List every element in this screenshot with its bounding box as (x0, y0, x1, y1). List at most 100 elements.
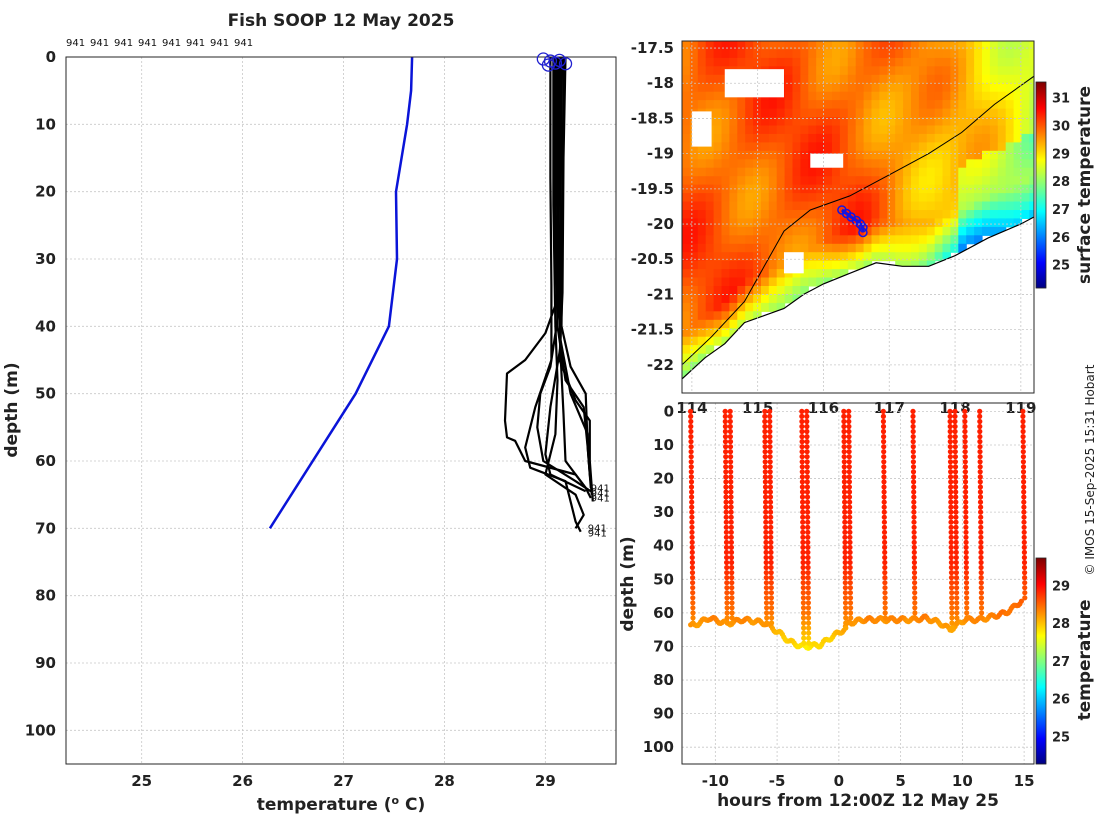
map-sst-cell (792, 235, 801, 245)
map-sst-cell (761, 117, 770, 126)
map-sst-cell (832, 243, 841, 253)
section-colorbar-swatch (1036, 608, 1046, 610)
map-sst-cell (1029, 159, 1034, 169)
map-sst-cell (705, 218, 715, 228)
section-colorbar-swatch (1036, 597, 1046, 599)
section-colorbar-swatch (1036, 760, 1046, 762)
map-sst-cell (895, 83, 904, 93)
section-cast-point (722, 428, 729, 435)
map-sst-cell (824, 100, 833, 110)
section-cast-point (963, 544, 969, 551)
section-cast-point (963, 534, 969, 540)
map-sst-cell (926, 235, 936, 245)
map-sst-cell (729, 286, 738, 295)
map-colorbar-swatch (1036, 221, 1046, 223)
map-sst-cell (768, 108, 778, 118)
map-sst-cell (682, 49, 691, 59)
map-colorbar-swatch (1036, 276, 1046, 278)
map-sst-cell (942, 142, 951, 152)
section-cast-point (728, 549, 735, 556)
map-grid (682, 41, 1034, 393)
section-cast-point (1021, 529, 1027, 535)
map-sst-cell (682, 167, 691, 177)
section-cast-point (880, 428, 887, 435)
section-cast-point (767, 464, 773, 470)
map-sst-cell (871, 125, 880, 135)
map-sst-cell (705, 41, 715, 50)
map-sst-cell (926, 108, 936, 118)
section-cast-point (805, 524, 811, 530)
map-sst-cell (966, 83, 975, 93)
section-cast-point (727, 418, 733, 425)
map-sst-cell (1005, 49, 1015, 59)
map-sst-cell (903, 193, 912, 203)
map-sst-cell (768, 218, 778, 228)
section-colorbar-swatch (1036, 682, 1046, 684)
map-sst-cell (729, 150, 738, 160)
map-sst-cell (745, 218, 754, 228)
map-sst-cell (745, 150, 754, 160)
map-sst-cell (903, 235, 912, 245)
map-sst-cell (792, 57, 801, 67)
map-colorbar-swatch (1036, 227, 1046, 229)
map-sst-cell (887, 49, 896, 59)
section-colorbar-swatch (1036, 696, 1046, 698)
section-cast-point (1021, 544, 1027, 551)
profile-top-labels: 941 941 941 941 941 941 941 941 (66, 38, 253, 49)
map-sst-cell (879, 41, 888, 50)
section-cast-point (690, 590, 696, 596)
map-sst-cell (934, 226, 944, 236)
section-cast-point (880, 408, 886, 414)
map-track-point (858, 227, 868, 238)
section-cast-point (1020, 449, 1026, 455)
map-sst-cell (816, 260, 825, 270)
section-colorbar-swatch (1036, 717, 1046, 719)
map-colorbar-swatch (1036, 174, 1046, 176)
section-cast-point (722, 408, 728, 414)
section-cast-point (723, 524, 729, 530)
map-sst-cell (879, 49, 888, 59)
map-sst-cell (761, 41, 770, 50)
section-cast-point (841, 489, 848, 495)
map-sst-cell (776, 277, 786, 287)
map-sst-cell (911, 201, 920, 211)
section-cast-point (805, 615, 812, 621)
map-sst-cell (918, 193, 928, 203)
section-cast-point (847, 559, 853, 566)
map-sst-cell (745, 311, 754, 321)
section-colorbar-label: temperature (1075, 599, 1095, 720)
section-cast-point (768, 514, 774, 520)
section-cast-point (846, 408, 852, 414)
map-colorbar-tick-label: 26 (1052, 231, 1070, 246)
map-colorbar-swatch (1036, 187, 1046, 189)
map-sst-cell (1029, 91, 1034, 101)
section-cast-point (949, 625, 955, 631)
map-sst-cell (974, 41, 983, 50)
map-sst-cell (903, 49, 912, 59)
section-cast-point (842, 534, 848, 540)
section-colorbar-swatch (1036, 589, 1046, 591)
section-colorbar-swatch (1036, 573, 1046, 575)
map-sst-cell (682, 159, 691, 169)
map-cloud-gap (691, 111, 712, 147)
map-sst-cell (903, 243, 912, 253)
map-sst-cell (989, 193, 999, 203)
section-cast-point (767, 499, 774, 505)
map-sst-cell (721, 336, 730, 346)
map-sst-cell (966, 91, 975, 101)
section-cast-point (841, 434, 847, 440)
map-sst-cell (1029, 57, 1034, 67)
section-cast-point (954, 610, 960, 616)
section-cast-point (768, 570, 774, 576)
map-sst-cell (974, 176, 983, 186)
map-sst-cell (847, 167, 857, 177)
section-cast-point (948, 524, 954, 530)
map-sst-cell (887, 66, 896, 76)
section-cast-point (804, 449, 810, 455)
map-colorbar-swatch (1036, 149, 1046, 151)
section-cast-point (768, 554, 774, 561)
map-colorbar-swatch (1036, 91, 1046, 93)
map-colorbar-swatch (1036, 195, 1046, 197)
